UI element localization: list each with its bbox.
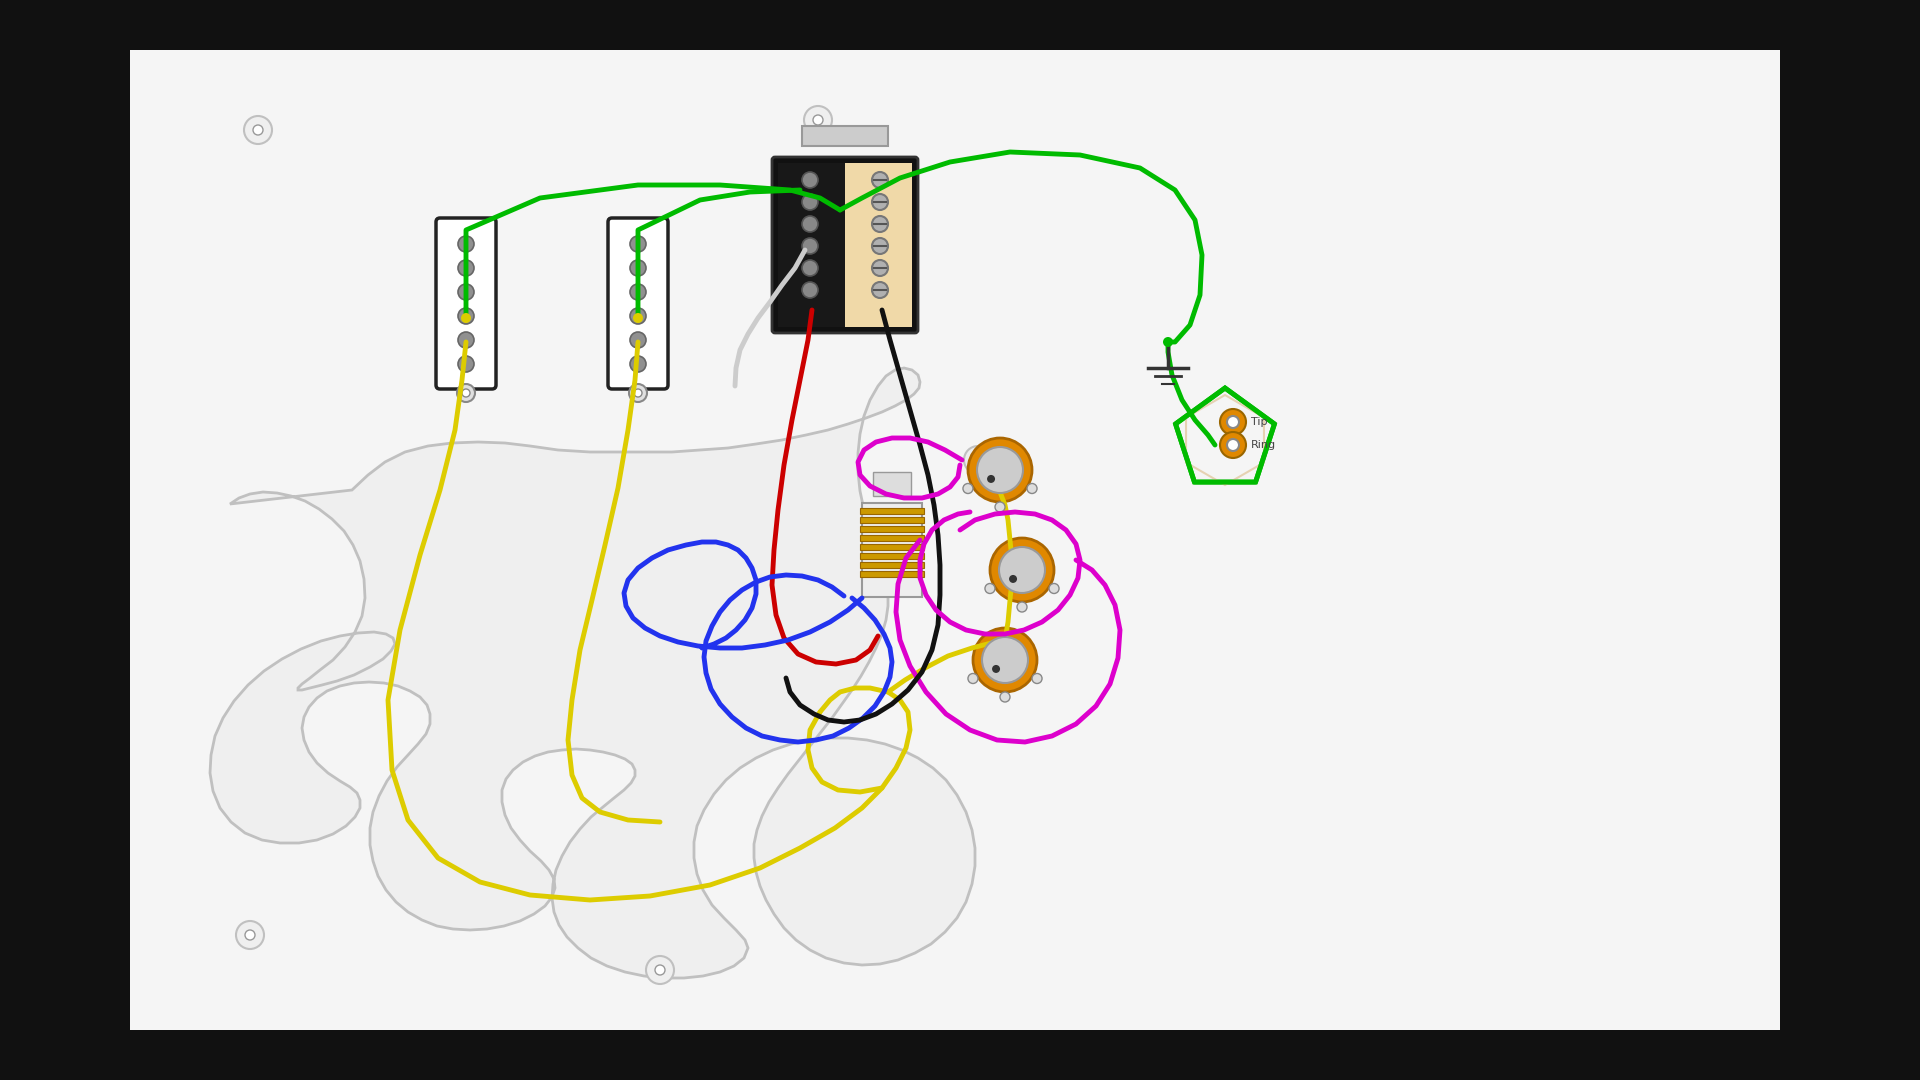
Polygon shape [845, 163, 912, 327]
Circle shape [987, 475, 995, 483]
Polygon shape [209, 368, 975, 978]
Circle shape [1219, 432, 1246, 458]
Circle shape [995, 502, 1004, 512]
FancyBboxPatch shape [609, 218, 668, 389]
Circle shape [244, 116, 273, 144]
Circle shape [993, 665, 1000, 673]
FancyBboxPatch shape [772, 157, 918, 333]
Circle shape [981, 637, 1027, 683]
Polygon shape [131, 50, 1780, 1030]
FancyBboxPatch shape [860, 508, 924, 514]
Circle shape [872, 172, 887, 188]
FancyBboxPatch shape [860, 526, 924, 532]
Circle shape [872, 216, 887, 232]
Circle shape [459, 237, 474, 252]
Polygon shape [1175, 388, 1275, 482]
Circle shape [803, 260, 818, 276]
FancyBboxPatch shape [436, 218, 495, 389]
Circle shape [630, 284, 645, 300]
FancyBboxPatch shape [874, 472, 910, 496]
Circle shape [457, 384, 474, 402]
Circle shape [630, 260, 645, 276]
FancyBboxPatch shape [860, 535, 924, 541]
Circle shape [630, 356, 645, 372]
Circle shape [236, 921, 265, 949]
Circle shape [459, 332, 474, 348]
Circle shape [461, 313, 470, 323]
Circle shape [973, 627, 1037, 692]
Circle shape [459, 356, 474, 372]
Circle shape [803, 216, 818, 232]
Circle shape [1164, 337, 1173, 347]
FancyBboxPatch shape [860, 544, 924, 550]
FancyBboxPatch shape [862, 503, 922, 597]
Circle shape [803, 238, 818, 254]
Circle shape [872, 260, 887, 276]
Circle shape [1000, 692, 1010, 702]
Circle shape [998, 546, 1044, 593]
Circle shape [977, 447, 1023, 492]
Circle shape [804, 106, 831, 134]
Circle shape [459, 260, 474, 276]
Circle shape [1048, 583, 1060, 594]
Circle shape [964, 484, 973, 494]
Circle shape [1227, 438, 1238, 451]
FancyBboxPatch shape [803, 126, 887, 146]
Circle shape [459, 284, 474, 300]
Circle shape [872, 282, 887, 298]
Circle shape [872, 194, 887, 210]
Circle shape [803, 282, 818, 298]
Circle shape [973, 455, 983, 465]
FancyBboxPatch shape [860, 553, 924, 559]
Circle shape [968, 438, 1033, 502]
FancyBboxPatch shape [860, 517, 924, 523]
Circle shape [655, 966, 664, 975]
Circle shape [630, 308, 645, 324]
Circle shape [964, 446, 993, 474]
Circle shape [991, 538, 1054, 602]
Circle shape [803, 172, 818, 188]
Polygon shape [778, 163, 845, 327]
Circle shape [1219, 409, 1246, 435]
Circle shape [634, 389, 641, 397]
Text: Tip: Tip [1252, 417, 1267, 427]
Text: Ring: Ring [1252, 440, 1277, 450]
Circle shape [630, 237, 645, 252]
Circle shape [803, 194, 818, 210]
Circle shape [1018, 602, 1027, 612]
Circle shape [630, 332, 645, 348]
Circle shape [985, 583, 995, 594]
Circle shape [1227, 416, 1238, 428]
FancyBboxPatch shape [860, 562, 924, 568]
Circle shape [645, 956, 674, 984]
Circle shape [1010, 575, 1018, 583]
Circle shape [1027, 484, 1037, 494]
Circle shape [968, 674, 977, 684]
Circle shape [459, 308, 474, 324]
Circle shape [634, 313, 643, 323]
FancyBboxPatch shape [860, 571, 924, 577]
Circle shape [630, 384, 647, 402]
Circle shape [812, 114, 824, 125]
Circle shape [463, 389, 470, 397]
Circle shape [1033, 674, 1043, 684]
Circle shape [872, 238, 887, 254]
Circle shape [246, 930, 255, 940]
Circle shape [253, 125, 263, 135]
